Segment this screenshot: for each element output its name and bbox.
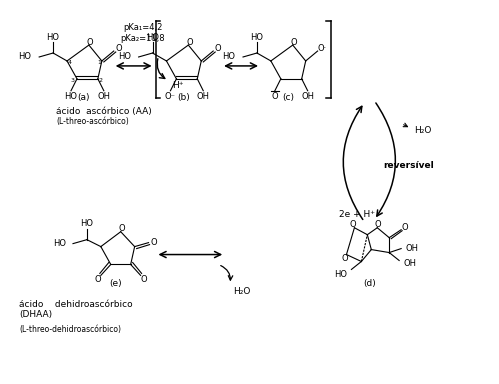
Text: 3: 3 — [71, 78, 75, 83]
Text: O: O — [290, 38, 297, 46]
Text: OH: OH — [301, 92, 314, 101]
Text: O: O — [271, 92, 278, 101]
Text: H₂O: H₂O — [414, 126, 432, 135]
Text: HO: HO — [146, 33, 159, 41]
Text: O: O — [118, 224, 125, 233]
Text: O: O — [341, 254, 348, 263]
Text: O: O — [375, 220, 382, 229]
Text: HO: HO — [53, 239, 66, 248]
Text: O: O — [150, 238, 157, 247]
Text: ácido  ascórbico (AA): ácido ascórbico (AA) — [56, 107, 152, 116]
Text: HO: HO — [46, 33, 59, 41]
Text: O: O — [215, 43, 222, 53]
Text: (b): (b) — [177, 93, 190, 102]
Text: (a): (a) — [78, 93, 90, 102]
Text: OH: OH — [97, 92, 110, 101]
Text: O·: O· — [318, 43, 327, 53]
Text: O: O — [87, 38, 93, 46]
Text: (d): (d) — [363, 279, 376, 288]
Text: O: O — [115, 43, 122, 53]
Text: pKa₁=4,2: pKa₁=4,2 — [123, 23, 162, 32]
Text: (L-threo-ascórbico): (L-threo-ascórbico) — [56, 117, 129, 126]
Text: HO: HO — [64, 92, 77, 101]
Text: H₂O: H₂O — [233, 287, 250, 296]
Text: O⁻: O⁻ — [165, 92, 176, 101]
Text: (DHAA): (DHAA) — [19, 310, 52, 319]
Text: OH: OH — [405, 244, 418, 253]
Text: HO: HO — [80, 219, 93, 228]
Text: O: O — [402, 223, 409, 232]
Text: O: O — [94, 275, 101, 284]
Text: HO: HO — [118, 53, 131, 61]
Text: (L-threo-dehidroascórbico): (L-threo-dehidroascórbico) — [19, 324, 121, 333]
Text: pKa₂=11,8: pKa₂=11,8 — [120, 34, 165, 43]
Text: (e): (e) — [109, 279, 122, 288]
Text: O: O — [186, 38, 193, 46]
Text: O: O — [140, 275, 147, 284]
Text: ácido    dehidroascórbico: ácido dehidroascórbico — [19, 300, 133, 309]
Text: O: O — [349, 220, 356, 229]
Text: HO: HO — [18, 53, 31, 61]
Text: (c): (c) — [282, 93, 294, 102]
Text: reversível: reversível — [384, 161, 435, 170]
Text: 2: 2 — [99, 78, 103, 83]
Text: 2e + H⁺: 2e + H⁺ — [339, 210, 375, 219]
Text: HO: HO — [222, 53, 235, 61]
Text: 4: 4 — [68, 60, 72, 65]
Text: 1: 1 — [97, 60, 101, 65]
Text: OH: OH — [403, 259, 416, 268]
Text: OH: OH — [197, 92, 210, 101]
Text: HO: HO — [250, 33, 263, 41]
Text: HO: HO — [334, 270, 347, 279]
Text: H⁺: H⁺ — [173, 81, 184, 90]
